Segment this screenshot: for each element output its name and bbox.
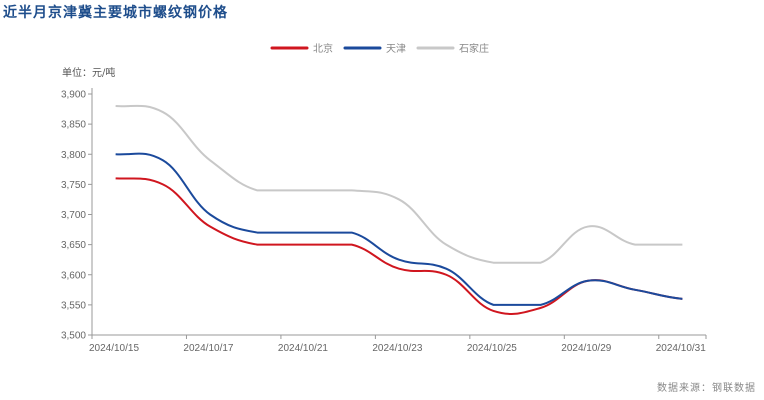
legend-label: 石家庄 [459, 42, 489, 55]
legend-label: 北京 [313, 42, 333, 55]
series-line-1 [115, 152, 683, 306]
y-tick-label: 3,650 [61, 240, 86, 251]
x-tick-label: 2024/10/25 [467, 343, 517, 354]
legend-label: 天津 [386, 43, 406, 55]
chart-title: 近半月京津冀主要城市螺纹钢价格 [3, 5, 228, 21]
y-tick-label: 3,850 [61, 120, 86, 131]
series-line-2 [115, 104, 683, 264]
x-tick-label: 2024/10/21 [278, 343, 328, 354]
data-source: 数据来源：钢联数据 [657, 383, 756, 394]
x-tick-label: 2024/10/23 [372, 343, 422, 354]
x-tick-label: 2024/10/31 [656, 343, 706, 354]
y-tick-label: 3,500 [61, 331, 86, 342]
y-tick-label: 3,700 [61, 210, 86, 221]
y-axis-unit: 单位：元/吨 [62, 66, 115, 79]
y-tick-label: 3,750 [61, 180, 86, 191]
x-tick-label: 2024/10/15 [89, 343, 139, 354]
y-tick-label: 3,800 [61, 150, 86, 161]
y-tick-label: 3,550 [61, 300, 86, 311]
x-tick-label: 2024/10/17 [183, 343, 233, 354]
x-tick-label: 2024/10/29 [561, 343, 611, 354]
y-tick-label: 3,900 [61, 90, 86, 101]
y-tick-label: 3,600 [61, 270, 86, 281]
